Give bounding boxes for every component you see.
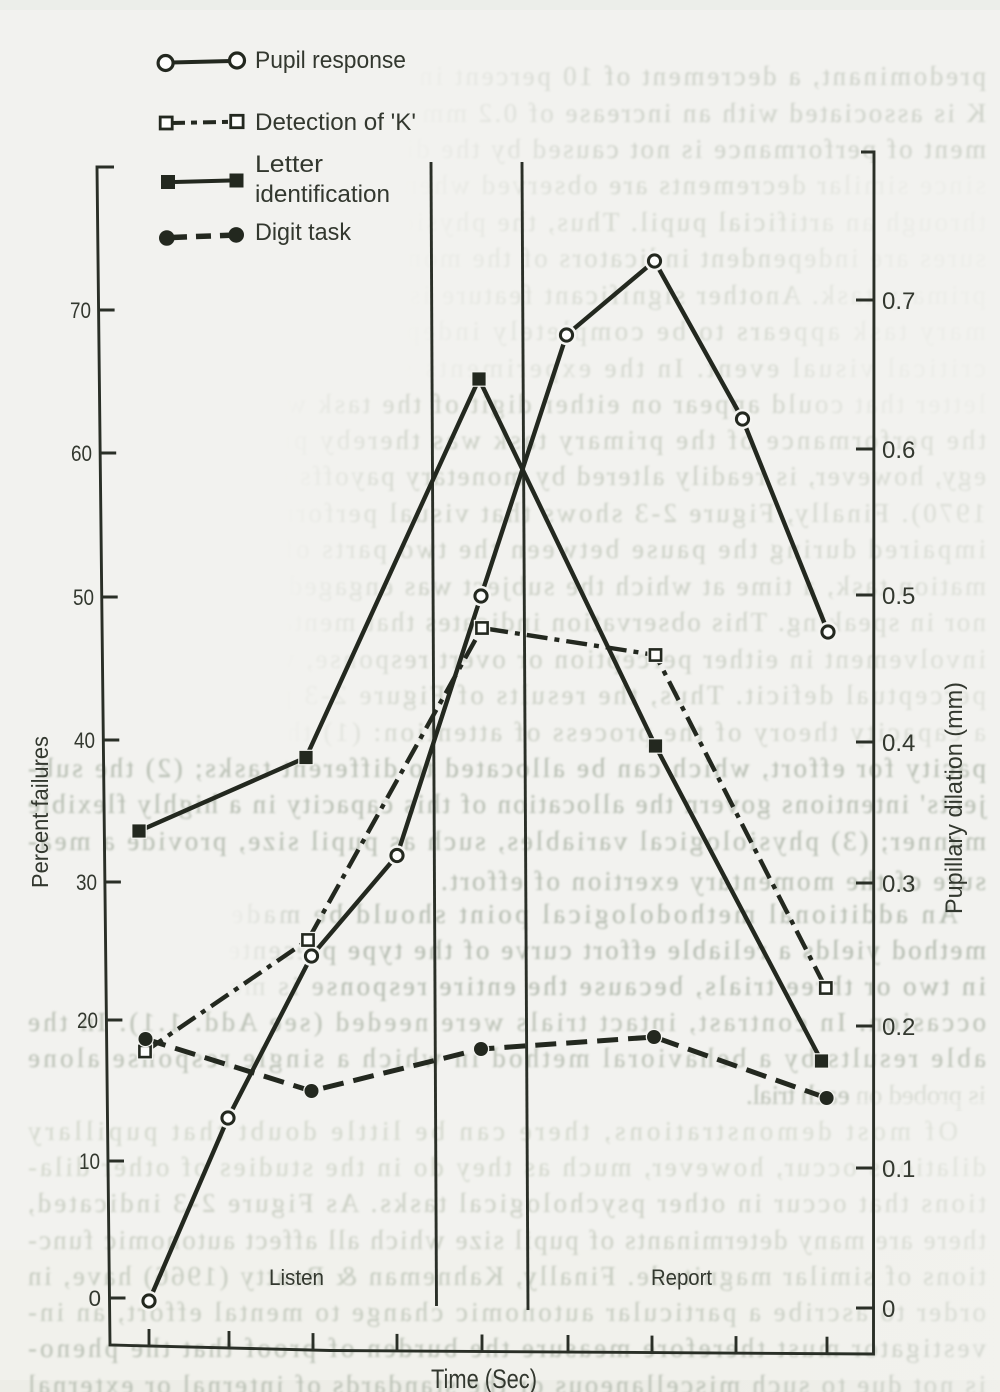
svg-text:0.7: 0.7	[882, 288, 915, 315]
svg-text:0.1: 0.1	[882, 1156, 915, 1183]
svg-text:Digit task: Digit task	[255, 219, 352, 246]
svg-text:Detection of 'K': Detection of 'K'	[255, 109, 416, 136]
svg-text:0.5: 0.5	[882, 583, 915, 610]
svg-text:0.6: 0.6	[882, 437, 915, 464]
svg-text:10: 10	[79, 1149, 100, 1174]
svg-text:70: 70	[70, 298, 91, 323]
svg-text:0: 0	[882, 1296, 895, 1323]
svg-text:30: 30	[76, 870, 97, 895]
svg-text:Pupillary dilation (mm): Pupillary dilation (mm)	[941, 682, 968, 914]
svg-text:40: 40	[74, 728, 95, 753]
svg-text:Listen: Listen	[269, 1265, 324, 1290]
svg-text:0.4: 0.4	[882, 730, 915, 757]
svg-text:identification: identification	[255, 181, 390, 208]
svg-text:Report: Report	[651, 1265, 712, 1290]
svg-text:0.3: 0.3	[882, 871, 915, 898]
svg-text:jects' intentions govern the a: jects' intentions govern the allocation …	[28, 789, 987, 819]
svg-text:Pupil response: Pupil response	[255, 47, 406, 74]
svg-text:20: 20	[77, 1008, 98, 1033]
svg-text:50: 50	[73, 585, 94, 610]
svg-text:0.2: 0.2	[882, 1014, 915, 1041]
svg-text:pacity for effort, which can b: pacity for effort, which can be allocate…	[28, 753, 986, 783]
svg-text:0: 0	[88, 1286, 101, 1311]
svg-text:Letter: Letter	[255, 151, 323, 178]
svg-text:Time (Sec): Time (Sec)	[431, 1364, 537, 1392]
svg-text:60: 60	[71, 441, 92, 466]
svg-text:Percent failures: Percent failures	[27, 736, 53, 888]
